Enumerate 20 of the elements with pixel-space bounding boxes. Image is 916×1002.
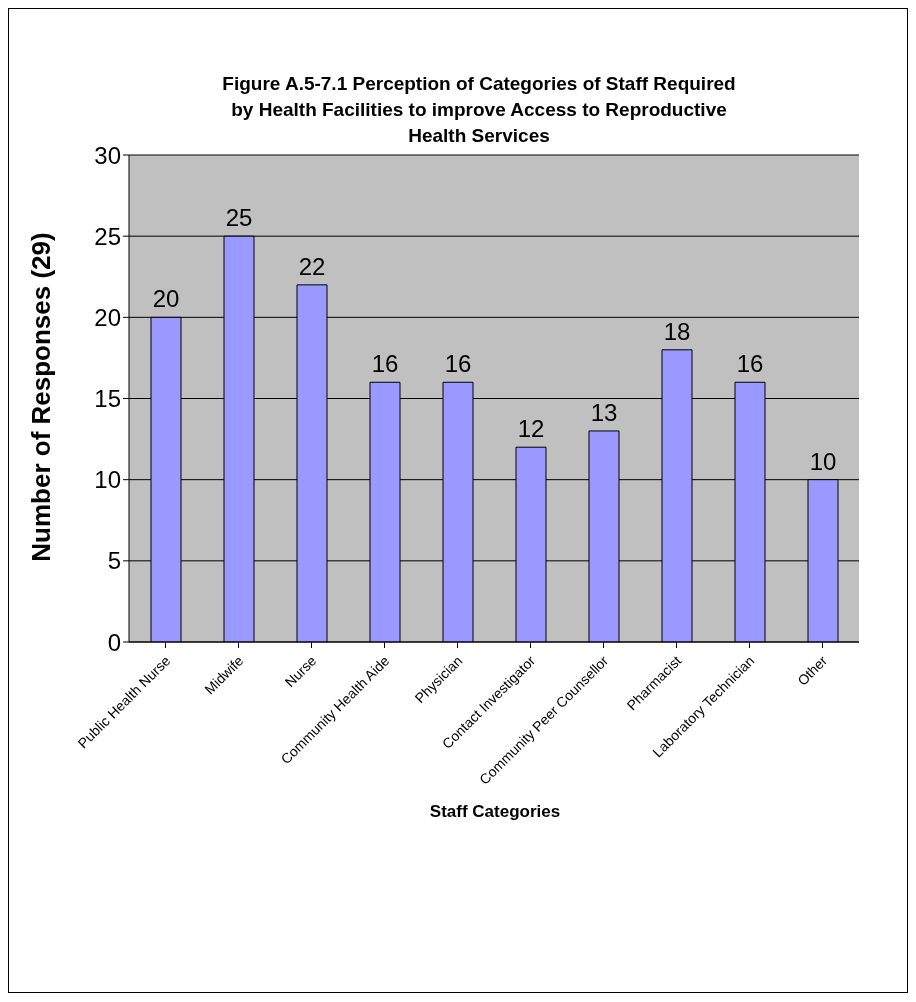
y-tick-label: 0 xyxy=(107,628,121,656)
y-axis-title: Number of Responses (29) xyxy=(25,232,57,562)
data-label: 12 xyxy=(517,415,545,443)
data-label: 10 xyxy=(809,447,837,475)
y-tick-label: 20 xyxy=(94,303,121,331)
y-tick-label: 10 xyxy=(94,466,121,494)
data-label: 16 xyxy=(371,350,399,378)
data-label: 22 xyxy=(298,252,326,280)
y-tick-label: 5 xyxy=(107,547,121,575)
data-label: 20 xyxy=(152,285,180,313)
data-label: 16 xyxy=(444,350,472,378)
x-axis-title: Staff Categories xyxy=(428,802,562,822)
chart-title: Figure A.5-7.1 Perception of Categories of Staff Required by Health Facilities to improve Access to Reproductive Health Services xyxy=(221,72,737,148)
data-label: 13 xyxy=(590,398,618,426)
y-tick-label: 25 xyxy=(94,222,121,250)
data-label: 16 xyxy=(736,350,764,378)
y-tick-label: 15 xyxy=(94,385,121,413)
data-label: 18 xyxy=(663,317,691,345)
y-tick-label: 30 xyxy=(94,141,121,169)
data-label: 25 xyxy=(225,204,253,232)
